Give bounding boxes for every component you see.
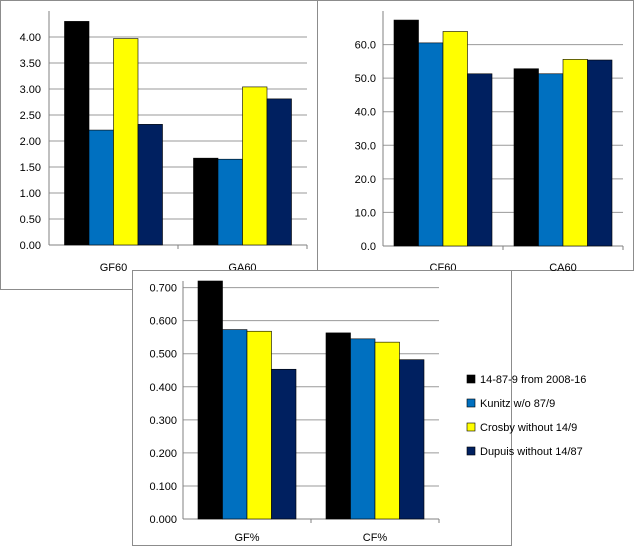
y-tick-label: 10.0	[355, 207, 376, 219]
chart-gf60-ga60: 0.00 0.50 1.00 1.50 2.00 2.50 3.00 3.50 4.00 GF60…	[20, 11, 308, 274]
y-tick-label: 0.400	[149, 382, 177, 394]
y-tick-label: 3.50	[20, 58, 41, 70]
y-tick-label: 20.0	[355, 174, 376, 186]
y-tick-label: 3.00	[20, 84, 41, 96]
bar-ca60-series-4	[587, 59, 613, 247]
y-tick-label: 0.200	[149, 448, 177, 460]
y-tick-label: 0.300	[149, 415, 177, 427]
y-tick-label: 60.0	[355, 40, 376, 52]
x-category-label: CA60	[549, 262, 577, 274]
x-category-label: CF%	[363, 532, 388, 544]
chart-panel-gf-cf-pct: 0.000 0.100 0.200 0.300 0.400 0.500 0.600 0.700…	[132, 270, 586, 546]
bar-ga60-series-1	[193, 157, 219, 246]
chart-gf-cf-pct: 0.000 0.100 0.200 0.300 0.400 0.500 0.600 0.700…	[149, 280, 586, 544]
y-tick-label: 50.0	[355, 73, 376, 85]
y-tick-label: 2.00	[20, 136, 41, 148]
y-tick-label: 0.600	[149, 316, 177, 328]
bar-ga60-series-3	[242, 86, 268, 246]
y-tick-label: 4.00	[20, 32, 41, 44]
bar-gf-pct-series-2	[222, 329, 248, 520]
y-tick-label: 1.00	[20, 188, 41, 200]
legend-swatch	[466, 398, 476, 408]
bar-ca60-series-3	[562, 59, 588, 247]
y-tick-label: 0.500	[149, 349, 177, 361]
bar-cf-pct-series-4	[399, 359, 425, 520]
legend-label: Kunitz w/o 87/9	[480, 398, 555, 410]
y-tick-label: 0.700	[149, 283, 177, 295]
bar-cf60-series-2	[418, 42, 444, 247]
bar-cf-pct-series-3	[374, 341, 400, 520]
bar-gf-pct-series-3	[246, 330, 272, 520]
y-tick-label: 40.0	[355, 107, 376, 119]
y-tick-label: 2.50	[20, 110, 41, 122]
y-tick-label: 0.50	[20, 214, 41, 226]
y-tick-label: 1.50	[20, 162, 41, 174]
y-tick-label: 0.00	[20, 240, 41, 252]
bar-gf60-series-4	[137, 124, 163, 246]
bar-ca60-series-2	[538, 73, 564, 247]
bar-cf-pct-series-2	[350, 338, 376, 520]
y-tick-label: 30.0	[355, 140, 376, 152]
chart-panel-cf60-ca60: 0.0 10.0 20.0 30.0 40.0 50.0 60.0 CF60 CA60	[317, 0, 634, 274]
bar-gf-pct-series-4	[271, 368, 297, 520]
legend-swatch	[466, 374, 476, 384]
y-tick-label: 0.000	[149, 514, 177, 526]
legend-swatch	[466, 446, 476, 456]
y-tick-label: 0.0	[361, 241, 376, 253]
legend-swatch	[466, 422, 476, 432]
bar-cf60-series-4	[467, 73, 493, 247]
bar-ga60-series-2	[217, 158, 243, 246]
x-category-label: GF60	[100, 262, 128, 274]
bar-ca60-series-1	[513, 68, 539, 247]
bar-gf60-series-1	[64, 21, 90, 246]
bar-gf60-series-3	[113, 38, 139, 246]
bar-gf-pct-series-1	[197, 280, 223, 520]
legend-label: 14-87-9 from 2008-16	[480, 374, 586, 386]
bar-gf60-series-2	[88, 129, 114, 246]
bar-cf60-series-3	[442, 31, 468, 247]
legend-label: Crosby without 14/9	[480, 422, 577, 434]
x-category-label: GF%	[234, 532, 259, 544]
y-tick-label: 0.100	[149, 481, 177, 493]
chart-panel-gf60-ga60: 0.00 0.50 1.00 1.50 2.00 2.50 3.00 3.50 4.00 GF60…	[0, 0, 318, 290]
bar-ga60-series-4	[266, 98, 292, 246]
legend-label: Dupuis without 14/87	[480, 446, 583, 458]
bar-cf60-series-1	[393, 19, 419, 247]
bar-cf-pct-series-1	[325, 332, 351, 520]
